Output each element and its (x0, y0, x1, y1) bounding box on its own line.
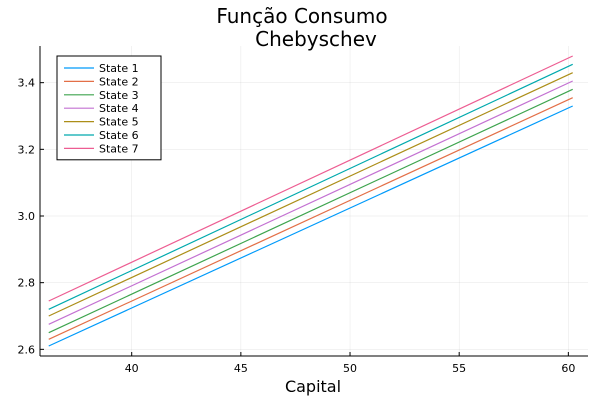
x-axis-label: Capital (285, 377, 341, 396)
legend-label: State 5 (99, 116, 139, 129)
legend-label: State 2 (99, 75, 139, 88)
x-tick-label: 40 (125, 362, 139, 375)
y-tick-label: 3.2 (18, 143, 36, 156)
y-ticks: 2.6 2.8 3.0 3.2 3.4 (18, 77, 44, 356)
chart-title: Função Consumo (216, 4, 387, 28)
series-line-state-5 (48, 72, 573, 317)
x-tick-label: 45 (234, 362, 248, 375)
series-line-state-2 (48, 97, 573, 340)
legend-label: State 6 (99, 129, 139, 142)
series-line-state-1 (48, 105, 573, 347)
series-line-state-6 (48, 63, 573, 310)
y-tick-label: 2.8 (18, 277, 36, 290)
x-ticks: 40 45 50 55 60 (125, 352, 575, 375)
series-lines (48, 55, 573, 347)
series-line-state-4 (48, 80, 573, 325)
legend-label: State 3 (99, 89, 139, 102)
series-line-state-3 (48, 88, 573, 334)
y-tick-label: 3.0 (18, 210, 36, 223)
legend-label: State 1 (99, 62, 139, 75)
x-tick-label: 50 (343, 362, 357, 375)
chart-subtitle: Chebyschev (255, 27, 377, 51)
y-tick-label: 3.4 (18, 77, 36, 90)
x-tick-label: 60 (561, 362, 575, 375)
legend-label: State 7 (99, 142, 139, 155)
legend-label: State 4 (99, 102, 139, 115)
series-line-state-7 (48, 55, 573, 302)
x-tick-label: 55 (452, 362, 466, 375)
y-tick-label: 2.6 (18, 343, 36, 356)
